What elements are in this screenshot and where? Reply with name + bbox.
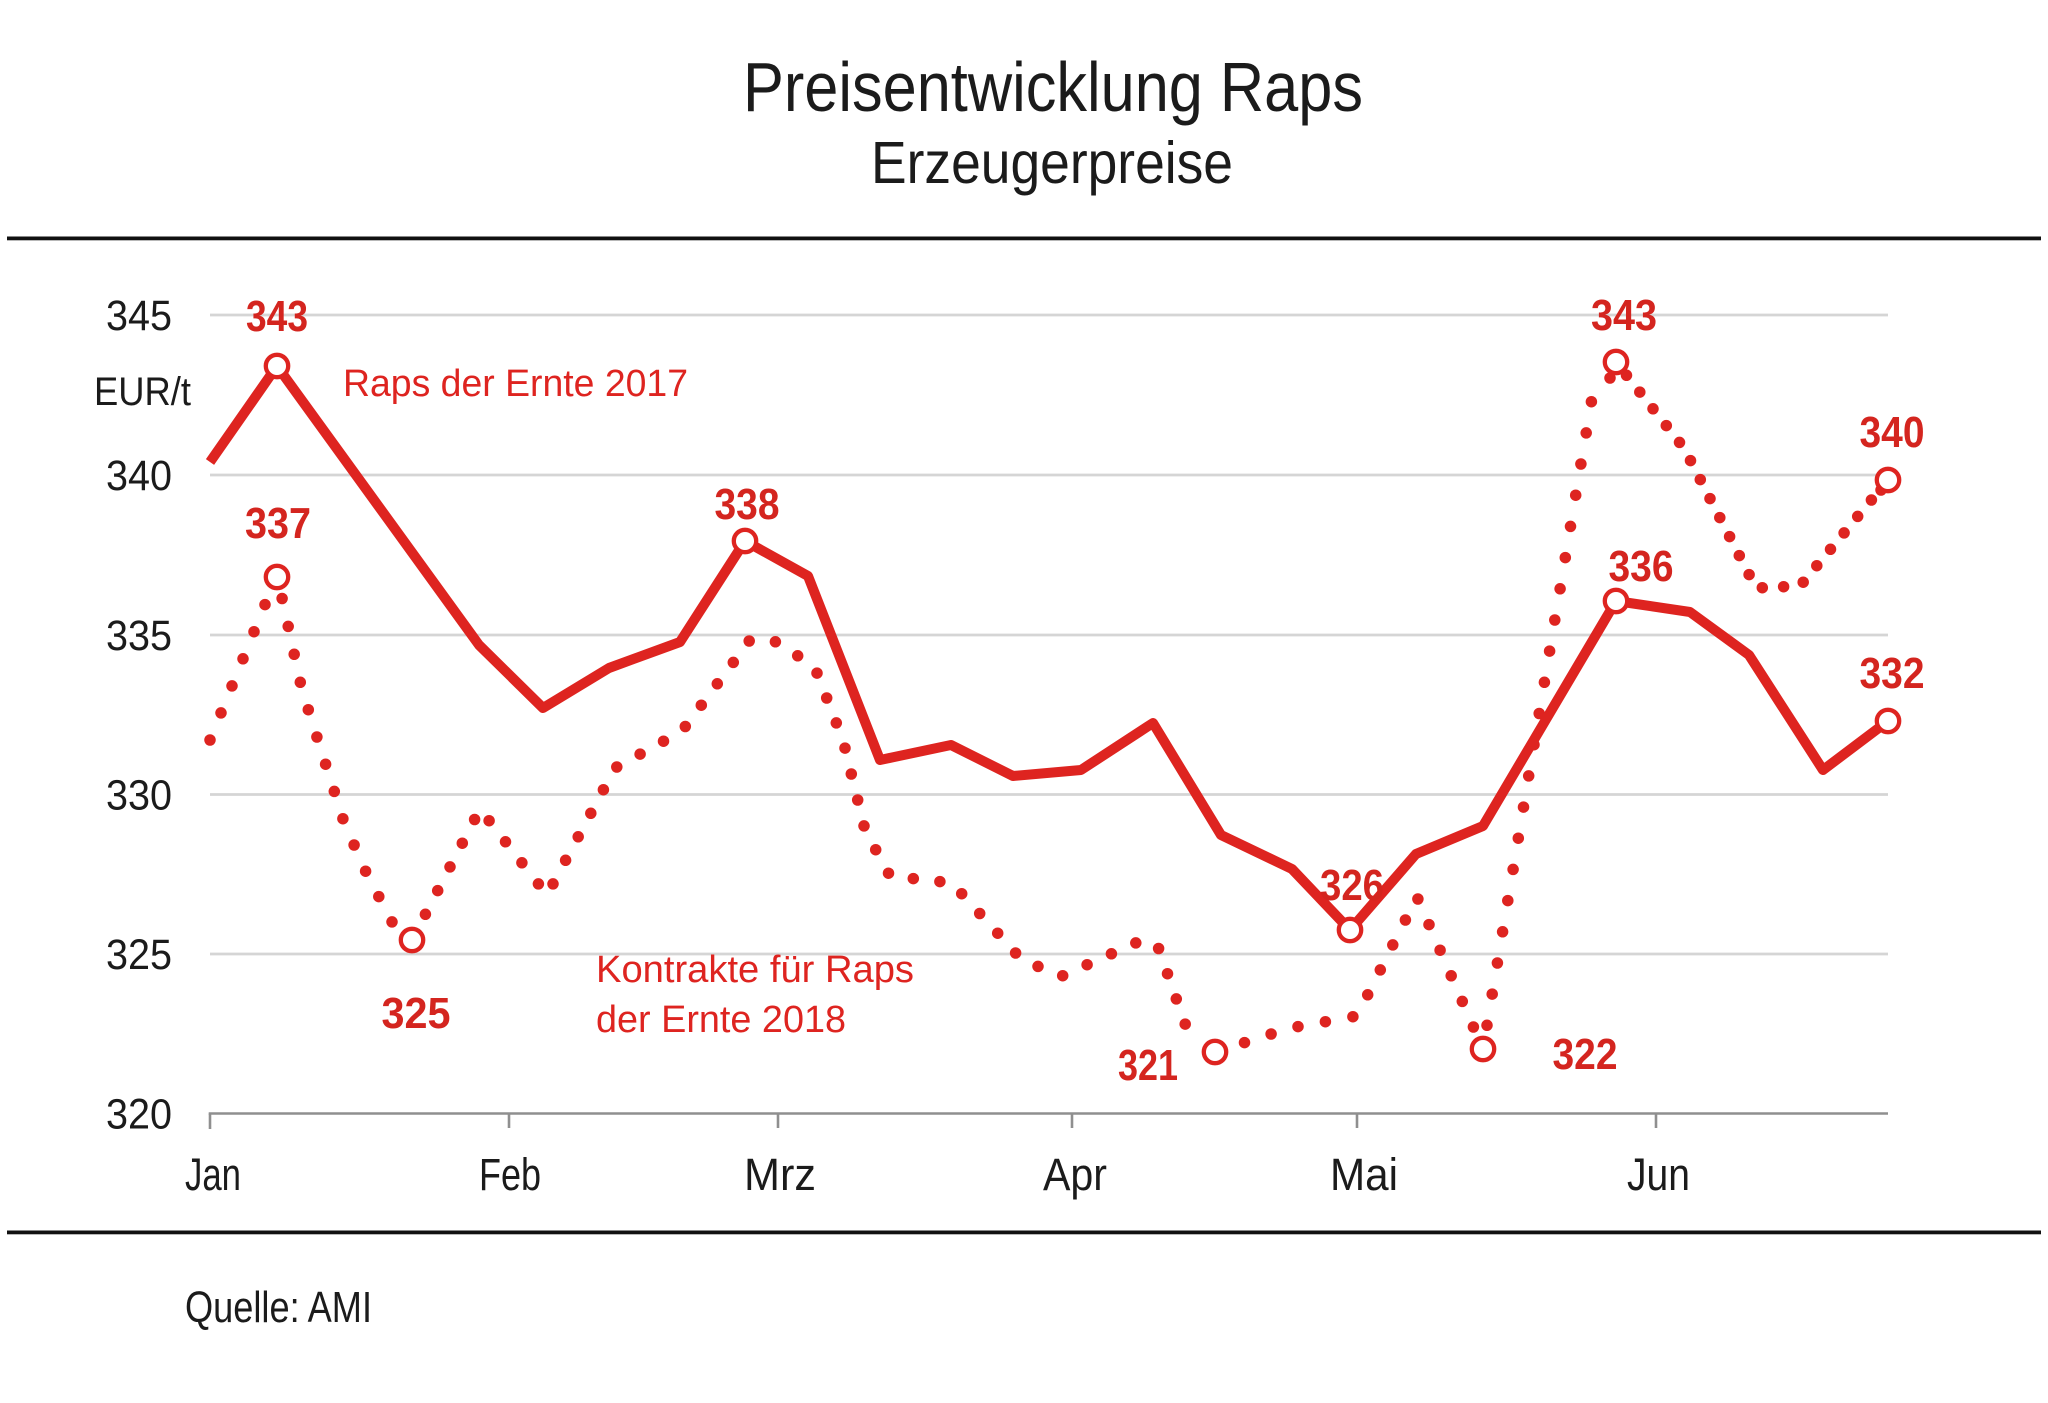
svg-text:320: 320 — [106, 1091, 172, 1139]
svg-text:345: 345 — [106, 292, 172, 340]
svg-text:326: 326 — [1320, 861, 1384, 910]
svg-text:340: 340 — [106, 452, 172, 500]
svg-text:Kontrakte für Raps: Kontrakte für Raps — [596, 949, 914, 991]
svg-text:Jun: Jun — [1627, 1149, 1690, 1200]
svg-text:343: 343 — [246, 292, 308, 341]
svg-text:EUR/t: EUR/t — [94, 370, 191, 414]
svg-text:325: 325 — [382, 989, 451, 1038]
svg-text:336: 336 — [1609, 542, 1674, 591]
svg-text:335: 335 — [106, 612, 172, 660]
svg-text:321: 321 — [1118, 1041, 1178, 1090]
svg-text:343: 343 — [1591, 291, 1657, 340]
svg-text:340: 340 — [1860, 408, 1925, 457]
svg-text:Jan: Jan — [185, 1149, 241, 1200]
svg-text:338: 338 — [715, 480, 780, 529]
svg-text:Erzeugerpreise: Erzeugerpreise — [871, 130, 1233, 196]
svg-text:332: 332 — [1860, 649, 1925, 698]
svg-text:Raps der Ernte 2017: Raps der Ernte 2017 — [343, 363, 688, 405]
svg-text:Preisentwicklung Raps: Preisentwicklung Raps — [743, 48, 1363, 126]
svg-text:Mrz: Mrz — [744, 1149, 816, 1200]
svg-text:322: 322 — [1553, 1030, 1618, 1079]
svg-text:Mai: Mai — [1330, 1149, 1398, 1200]
svg-text:330: 330 — [106, 772, 172, 820]
svg-text:Feb: Feb — [479, 1149, 541, 1200]
svg-text:der Ernte 2018: der Ernte 2018 — [596, 999, 846, 1041]
svg-text:Apr: Apr — [1043, 1149, 1107, 1200]
svg-text:325: 325 — [106, 931, 172, 979]
svg-text:Quelle: AMI: Quelle: AMI — [185, 1283, 372, 1332]
svg-text:337: 337 — [245, 499, 311, 548]
